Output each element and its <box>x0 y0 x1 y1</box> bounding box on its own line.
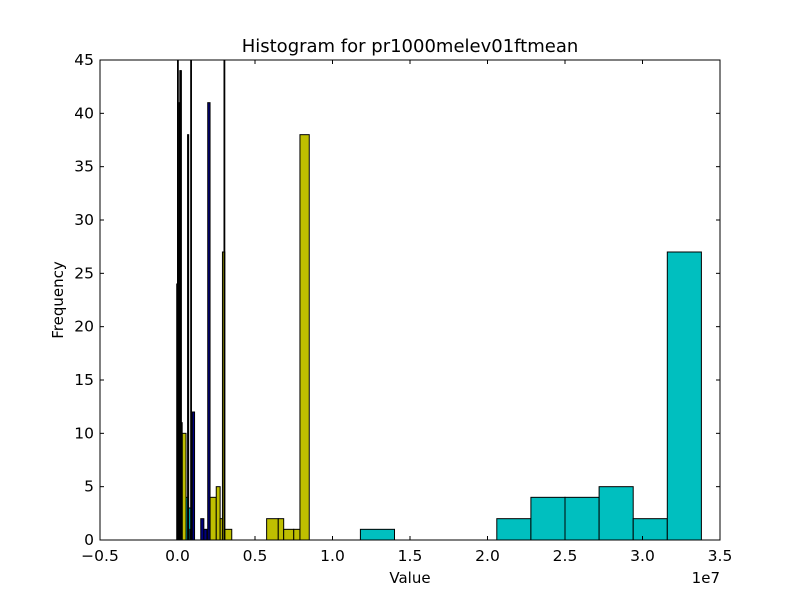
axis-ticks: −0.5 0.0 0.5 1.0 1.5 2.0 2.5 3.0 3.5 0 5 10 15 20 25 30… <box>74 51 732 565</box>
histogram-bar <box>598 486 634 541</box>
histogram-bar <box>187 134 190 541</box>
y-tick-label: 15 <box>74 371 94 389</box>
histogram-bar <box>666 251 702 541</box>
histogram-bar <box>277 518 285 541</box>
x-tick-label: 0.0 <box>165 547 190 565</box>
y-tick-label: 10 <box>74 424 94 442</box>
histogram-bar <box>283 528 295 541</box>
histogram-bar <box>359 528 395 541</box>
y-tick-label: 20 <box>74 318 94 336</box>
histogram-bar <box>181 432 187 541</box>
x-tick-label: 0.5 <box>243 547 268 565</box>
histogram-bar <box>564 496 600 541</box>
histogram-bar <box>203 528 208 541</box>
x-tick-label: 2.5 <box>553 547 578 565</box>
chart-title: Histogram for pr1000melev01ftmean <box>242 36 579 57</box>
histogram-bar <box>632 518 668 541</box>
y-axis-label: Frequency <box>49 261 67 339</box>
histogram-bar <box>496 518 532 541</box>
histogram-bar <box>215 486 221 541</box>
y-tick-label: 35 <box>74 158 94 176</box>
y-tick-label: 30 <box>74 211 94 229</box>
y-tick-label: 40 <box>74 104 94 122</box>
histogram-bar <box>299 134 310 541</box>
histogram-bar <box>207 102 211 541</box>
x-tick-label: 3.0 <box>630 547 655 565</box>
histogram-bar <box>224 528 233 541</box>
x-tick-label: 1.5 <box>398 547 423 565</box>
y-tick-label: 45 <box>74 51 94 69</box>
x-tick-label: −0.5 <box>81 547 119 565</box>
histogram-bar <box>293 528 301 541</box>
x-tick-label: 2.0 <box>475 547 500 565</box>
histogram-bar <box>209 496 217 541</box>
histogram-bar <box>191 411 196 541</box>
y-tick-label: 25 <box>74 264 94 282</box>
histogram-bar <box>223 59 226 541</box>
x-axis-offset-label: 1e7 <box>692 569 720 587</box>
y-tick-label: 0 <box>84 531 94 549</box>
y-tick-label: 5 <box>84 478 94 496</box>
x-tick-label: 1.0 <box>320 547 345 565</box>
histogram-bar <box>190 59 192 541</box>
histogram-bar <box>530 496 566 541</box>
x-tick-label: 3.5 <box>708 547 733 565</box>
histogram-bar <box>180 422 183 541</box>
x-axis-label: Value <box>389 569 430 587</box>
histogram-bar <box>266 518 279 541</box>
